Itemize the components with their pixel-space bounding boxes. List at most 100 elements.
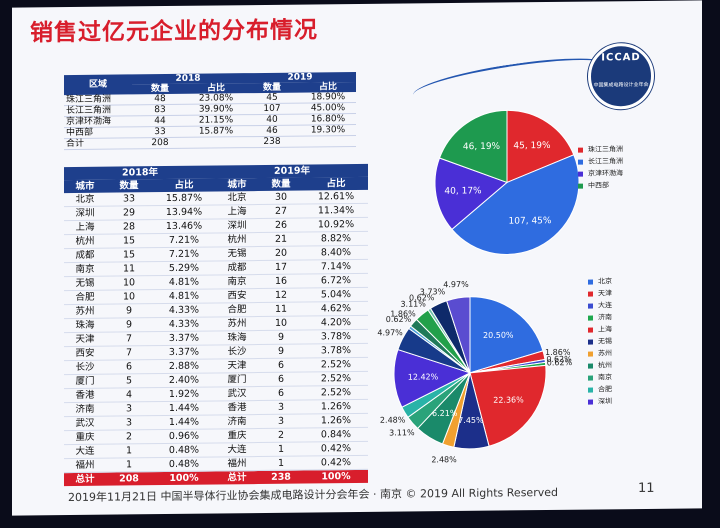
- pie-data-label: 40, 17%: [444, 186, 482, 196]
- city-cell-b: 33: [106, 192, 152, 207]
- region-cell-c18: 208: [132, 137, 188, 149]
- city-cell-a: 无锡: [64, 276, 106, 291]
- pie-data-label: 45, 19%: [513, 141, 551, 151]
- city-cell-c: 4.33%: [152, 316, 216, 332]
- city-cell-e: 30: [258, 190, 304, 205]
- city-cell-f: 6.72%: [304, 273, 368, 289]
- city-cell-c: 1.92%: [152, 386, 216, 402]
- city-cell-f: 2.52%: [304, 371, 368, 387]
- city-cell-c: 1.44%: [152, 414, 216, 430]
- city-cell-d: 南京: [216, 274, 258, 289]
- legend-entry: 中西部: [578, 179, 623, 191]
- pie-slice: [438, 109, 508, 184]
- region-cell-c18: 33: [132, 126, 188, 138]
- city-cell-d: 无锡: [216, 246, 258, 261]
- city-cell-f: 2.52%: [304, 385, 368, 401]
- legend-label: 济南: [598, 313, 612, 322]
- logo-text: ICCAD: [601, 52, 641, 64]
- city-cell-b: 3: [106, 415, 152, 431]
- city-cell-d: 长沙: [216, 344, 258, 359]
- legend-swatch: [578, 147, 583, 153]
- city-cell-e: 16: [258, 274, 304, 289]
- legend-label: 天津: [598, 289, 612, 298]
- legend-label: 苏州: [598, 349, 612, 358]
- city-cell-b: 2: [106, 429, 152, 445]
- city-cell-c: 3.37%: [152, 330, 216, 346]
- pie-slice: [393, 348, 472, 408]
- region-cell-c19: 45: [244, 92, 300, 104]
- pie-data-label: 1.86%: [545, 348, 571, 357]
- legend-entry: 大连: [588, 299, 612, 311]
- city-cell-c: 2.88%: [152, 358, 216, 374]
- region-cell-p19: [300, 135, 356, 148]
- city-cell-f: 8.82%: [304, 231, 368, 247]
- legend-swatch: [588, 327, 593, 333]
- region-pie-chart: 45, 19% 107, 45% 40, 17% 46, 19%: [434, 109, 580, 255]
- city-cell-f: 5.04%: [304, 287, 368, 303]
- region-cell-c19: 40: [244, 114, 300, 126]
- legend-entry: 珠江三角洲: [578, 143, 623, 155]
- city-cell-e: 6: [258, 386, 304, 401]
- city-cell-c: 13.46%: [152, 218, 216, 234]
- pie-data-label: 6.21%: [432, 409, 458, 418]
- legend-entry: 京津环渤海: [578, 167, 623, 179]
- pie-data-label: 0.62%: [409, 293, 435, 302]
- city-cell-f: 4.20%: [304, 315, 368, 331]
- city-cell-a: 厦门: [64, 374, 106, 389]
- region-cell-c18: 83: [132, 104, 188, 116]
- legend-swatch: [588, 303, 593, 309]
- pie-slice: [446, 296, 471, 373]
- pie-data-label: 3.11%: [400, 299, 426, 308]
- city-cell-a: 大连: [64, 444, 106, 459]
- logo-subtext: 中国集成电路设计业年会: [593, 81, 649, 89]
- region-cell-p19: 16.80%: [300, 113, 356, 126]
- city-cell-a: 长沙: [64, 360, 106, 375]
- city-cell-c: 7.21%: [152, 246, 216, 262]
- city-cell-d: 重庆: [216, 428, 258, 443]
- city-cell-a: 西安: [64, 346, 106, 361]
- pie-data-label: 0.62%: [546, 355, 572, 364]
- total-count-2018: 208: [106, 471, 152, 486]
- region-header-count-2018: 数量: [132, 83, 188, 95]
- total-share-2018: 100%: [152, 470, 216, 486]
- legend-label: 中西部: [588, 181, 609, 190]
- region-cell-p19: 18.90%: [300, 92, 356, 104]
- legend-entry: 济南: [588, 311, 612, 323]
- city-cell-c: 1.44%: [152, 400, 216, 416]
- legend-label: 长江三角洲: [588, 157, 623, 166]
- pie-data-label: 4.97%: [443, 280, 469, 289]
- city-cell-e: 9: [258, 330, 304, 345]
- city-cell-d: 杭州: [216, 232, 258, 247]
- pie-slice: [451, 154, 580, 255]
- legend-entry: 北京: [588, 275, 612, 287]
- city-cell-b: 1: [106, 443, 152, 459]
- region-cell-p18: 15.87%: [188, 125, 244, 138]
- city-cell-a: 深圳: [64, 206, 106, 221]
- city-cell-f: 0.84%: [304, 427, 368, 443]
- city-cell-f: 12.61%: [304, 189, 368, 205]
- total-share-2019: 100%: [304, 469, 368, 484]
- total-label-2019: 总计: [216, 470, 258, 485]
- legend-entry: 长江三角洲: [578, 155, 623, 167]
- region-cell-p18: [188, 136, 244, 149]
- city-cell-d: 天津: [216, 358, 258, 373]
- city-cell-e: 6: [258, 372, 304, 387]
- region-row: 合计 208 238: [64, 135, 356, 150]
- page-title: 销售过亿元企业的分布情况: [30, 17, 318, 47]
- region-cell-c18: 48: [132, 93, 188, 105]
- pie-data-label: 20.50%: [483, 331, 514, 340]
- city-cell-d: 珠海: [216, 330, 258, 345]
- legend-label: 上海: [598, 325, 612, 334]
- city-cell-f: 3.78%: [304, 329, 368, 345]
- pie-data-label: 3.11%: [389, 428, 415, 437]
- city-cell-e: 10: [258, 316, 304, 331]
- city-cell-b: 29: [106, 205, 152, 221]
- legend-label: 南京: [598, 373, 612, 382]
- city-cell-f: 10.92%: [304, 217, 368, 233]
- city-cell-c: 4.81%: [152, 288, 216, 304]
- region-cell-c19: 107: [244, 103, 300, 115]
- city-cell-d: 合肥: [216, 302, 258, 317]
- city-table: 2018年 2019年 城市 数量 占比 城市 数量 占比 北京 33 15.87%…: [64, 163, 368, 487]
- city-cell-c: 7.21%: [152, 232, 216, 248]
- city-cell-c: 4.81%: [152, 274, 216, 290]
